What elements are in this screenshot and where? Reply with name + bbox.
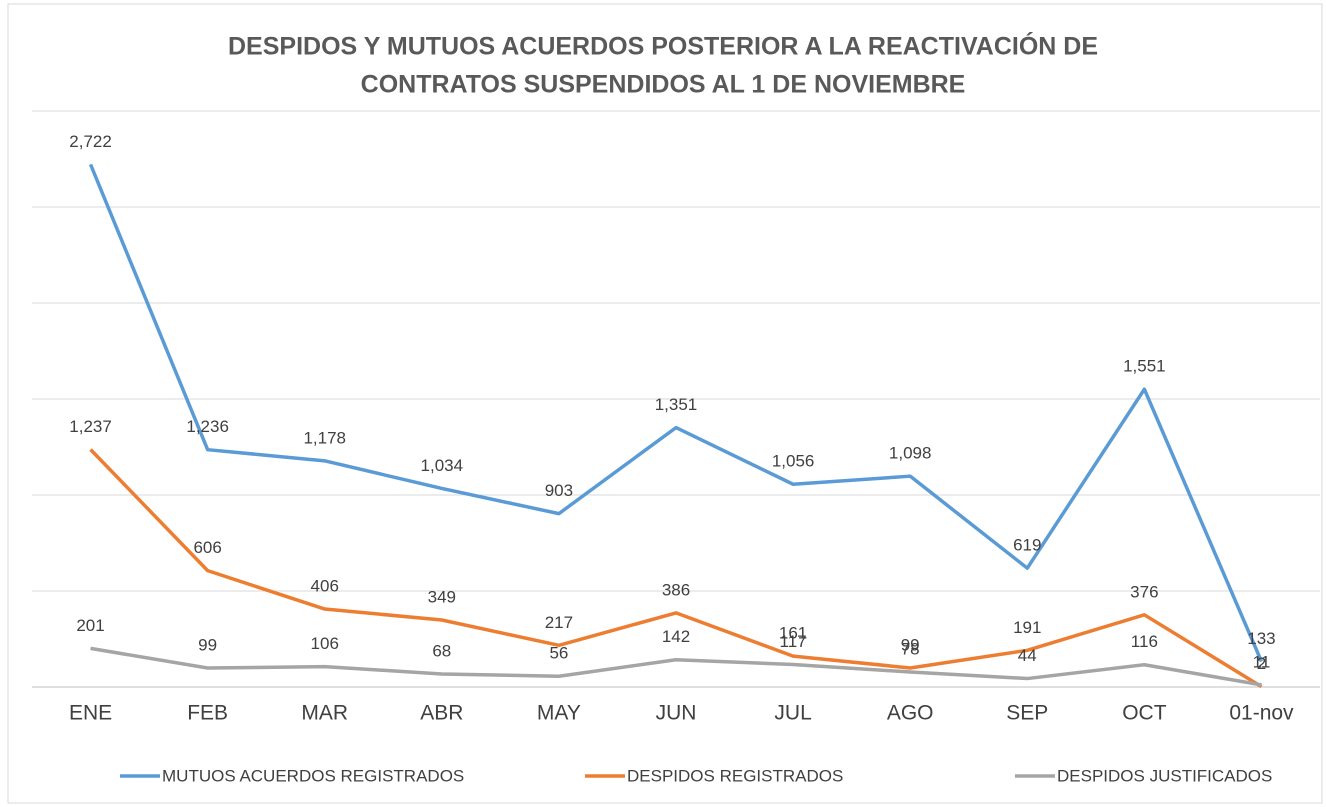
x-tick-label: SEP [1006, 702, 1048, 725]
legend-label: MUTUOS ACUERDOS REGISTRADOS [162, 766, 464, 785]
data-label: 56 [549, 644, 568, 663]
data-label: 386 [662, 580, 690, 599]
data-label: 11 [1253, 652, 1271, 671]
series-line [89, 448, 1263, 689]
x-tick-label: JUL [774, 702, 811, 725]
legend-label: DESPIDOS REGISTRADOS [627, 766, 843, 785]
data-label: 44 [1018, 646, 1037, 665]
series-line [90, 646, 1262, 687]
legend-label: DESPIDOS JUSTIFICADOS [1057, 766, 1272, 785]
x-tick-label: FEB [187, 702, 228, 725]
data-label: 1,034 [421, 456, 464, 475]
data-label: 376 [1130, 582, 1158, 601]
data-label: 142 [662, 627, 690, 646]
data-label: 68 [432, 641, 451, 660]
data-label: 78 [901, 640, 920, 659]
data-label: 116 [1131, 632, 1158, 651]
data-label: 1,351 [655, 395, 698, 414]
data-label: 201 [76, 616, 104, 635]
data-label: 99 [198, 635, 217, 654]
data-label: 1,178 [303, 428, 346, 447]
x-tick-label: MAY [537, 702, 581, 725]
data-label: 117 [780, 632, 807, 651]
data-label: 1,237 [69, 417, 112, 436]
data-label: 903 [545, 481, 573, 500]
data-label: 606 [193, 538, 221, 557]
data-label: 161 [779, 624, 807, 643]
x-tick-label: JUN [656, 702, 697, 725]
data-label: 1,098 [889, 444, 932, 463]
data-label: 1,236 [186, 417, 229, 436]
data-label: 349 [428, 587, 456, 606]
x-tick-label: AGO [887, 702, 934, 725]
x-tick-label: ABR [420, 702, 463, 725]
chart-title-line: DESPIDOS Y MUTUOS ACUERDOS POSTERIOR A L… [228, 31, 1098, 61]
data-label: 406 [311, 577, 339, 596]
data-label: 1,551 [1123, 357, 1166, 376]
data-label: 217 [545, 613, 573, 632]
data-label: 106 [311, 634, 339, 653]
x-tick-label: ENE [69, 702, 112, 725]
data-label: 2 [1257, 654, 1266, 673]
data-label: 191 [1013, 618, 1041, 637]
x-tick-label: 01-nov [1229, 702, 1294, 725]
series-line [88, 163, 1264, 663]
chart-title-line: CONTRATOS SUSPENDIDOS AL 1 DE NOVIEMBRE [361, 71, 966, 99]
data-label: 99 [901, 635, 920, 654]
data-label: 619 [1013, 536, 1041, 555]
data-label: 2,722 [69, 132, 112, 151]
data-label: 1,056 [772, 452, 815, 471]
x-tick-label: MAR [301, 702, 348, 725]
x-tick-label: OCT [1122, 702, 1167, 725]
data-label: 133 [1247, 629, 1275, 648]
